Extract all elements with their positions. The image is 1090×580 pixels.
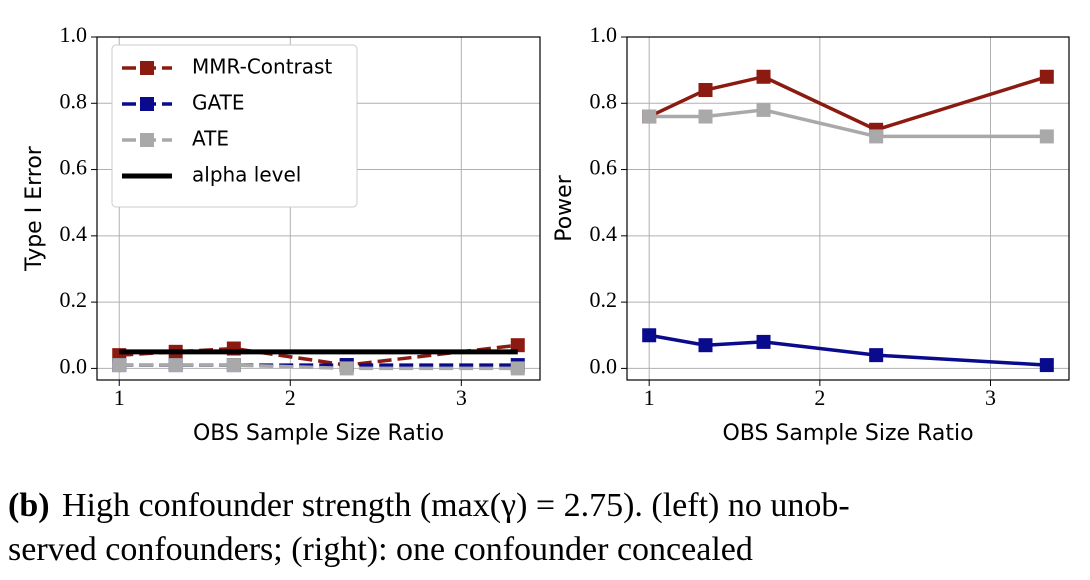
y-axis-label: Type I Error (22, 145, 47, 272)
marker (112, 358, 127, 373)
y-tick-label: 1.0 (590, 22, 618, 47)
x-axis-label: OBS Sample Size Ratio (193, 421, 444, 446)
marker (642, 109, 657, 124)
marker (869, 348, 884, 363)
marker (1039, 129, 1054, 144)
y-tick-label: 0.4 (60, 221, 88, 246)
x-axis-label: OBS Sample Size Ratio (722, 421, 973, 446)
series-line (119, 363, 518, 371)
caption-line: served confounders; (right): one confoun… (8, 531, 753, 568)
y-tick-label: 0.0 (60, 353, 88, 378)
legend-label: alpha level (192, 163, 301, 187)
caption-label: (b) (8, 487, 50, 524)
legend-label: GATE (192, 91, 244, 115)
marker (510, 361, 525, 376)
axes-frame (626, 36, 1070, 381)
marker (698, 338, 713, 353)
axes-frame (96, 36, 541, 381)
marker (339, 361, 354, 376)
marker (1039, 358, 1054, 373)
marker (510, 338, 525, 353)
marker (226, 358, 241, 373)
marker (756, 334, 771, 349)
y-axis-label: Power (552, 174, 577, 241)
legend-marker (140, 133, 154, 147)
y-tick-label: 0.2 (590, 287, 618, 312)
marker (168, 358, 183, 373)
x-tick-label: 1 (114, 385, 125, 410)
y-tick-label: 0.8 (60, 88, 88, 113)
x-tick-label: 1 (644, 385, 655, 410)
legend-box (111, 44, 358, 208)
x-tick-label: 2 (285, 385, 296, 410)
y-tick-label: 0.6 (590, 155, 618, 180)
legend-label: MMR-Contrast (192, 55, 332, 79)
x-tick-label: 3 (985, 385, 996, 410)
marker (869, 129, 884, 144)
marker (756, 102, 771, 117)
marker (698, 83, 713, 98)
y-tick-label: 1.0 (60, 22, 88, 47)
legend-marker (140, 61, 154, 75)
y-tick-label: 0.4 (590, 221, 618, 246)
legend-marker (140, 97, 154, 111)
legend-label: ATE (192, 127, 229, 151)
y-tick-label: 0.8 (590, 88, 618, 113)
marker (698, 109, 713, 124)
x-tick-label: 3 (456, 385, 467, 410)
x-tick-label: 2 (814, 385, 825, 410)
marker (756, 69, 771, 84)
y-tick-label: 0.6 (60, 155, 88, 180)
caption-line: High confounder strength (max(γ) = 2.75)… (62, 487, 850, 524)
series-line (119, 343, 518, 367)
marker (1039, 69, 1054, 84)
y-tick-label: 0.0 (590, 353, 618, 378)
y-tick-label: 0.2 (60, 287, 88, 312)
marker (642, 328, 657, 343)
